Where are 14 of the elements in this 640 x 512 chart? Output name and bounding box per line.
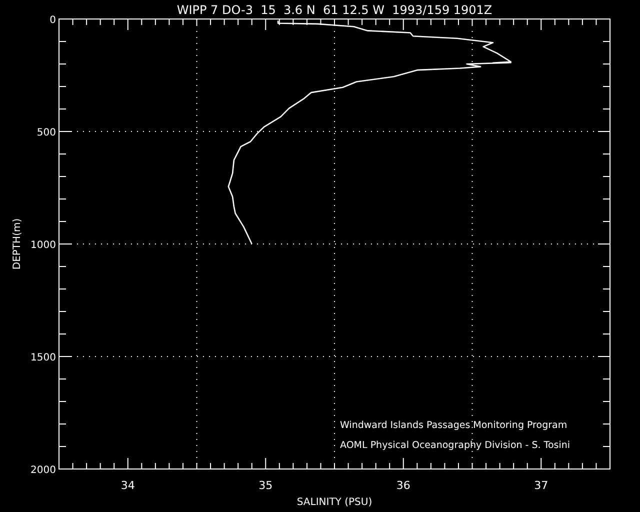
annotation: Windward Islands Passages Monitoring Program bbox=[340, 420, 568, 431]
y-tick-label: 500 bbox=[36, 128, 56, 138]
x-tick-label: 36 bbox=[396, 479, 410, 492]
x-tick-label: 37 bbox=[534, 479, 548, 492]
y-tick-label: 1500 bbox=[30, 352, 56, 364]
chart-title: WIPP 7 DO-3 15 3.6 N 61 12.5 W 1993/159 1901Z bbox=[176, 3, 492, 17]
x-tick-label: 34 bbox=[120, 479, 135, 492]
x-tick-label: 35 bbox=[258, 479, 273, 492]
annotation: AOML Physical Oceanography Division - S. Tosini bbox=[340, 440, 570, 451]
x-axis-title: SALINITY (PSU) bbox=[296, 497, 372, 508]
y-tick-label: 1000 bbox=[30, 240, 56, 251]
y-tick-label: 0 bbox=[50, 15, 56, 26]
y-tick-label: 2000 bbox=[30, 465, 56, 476]
y-axis-title: DEPTH(m) bbox=[12, 218, 23, 270]
